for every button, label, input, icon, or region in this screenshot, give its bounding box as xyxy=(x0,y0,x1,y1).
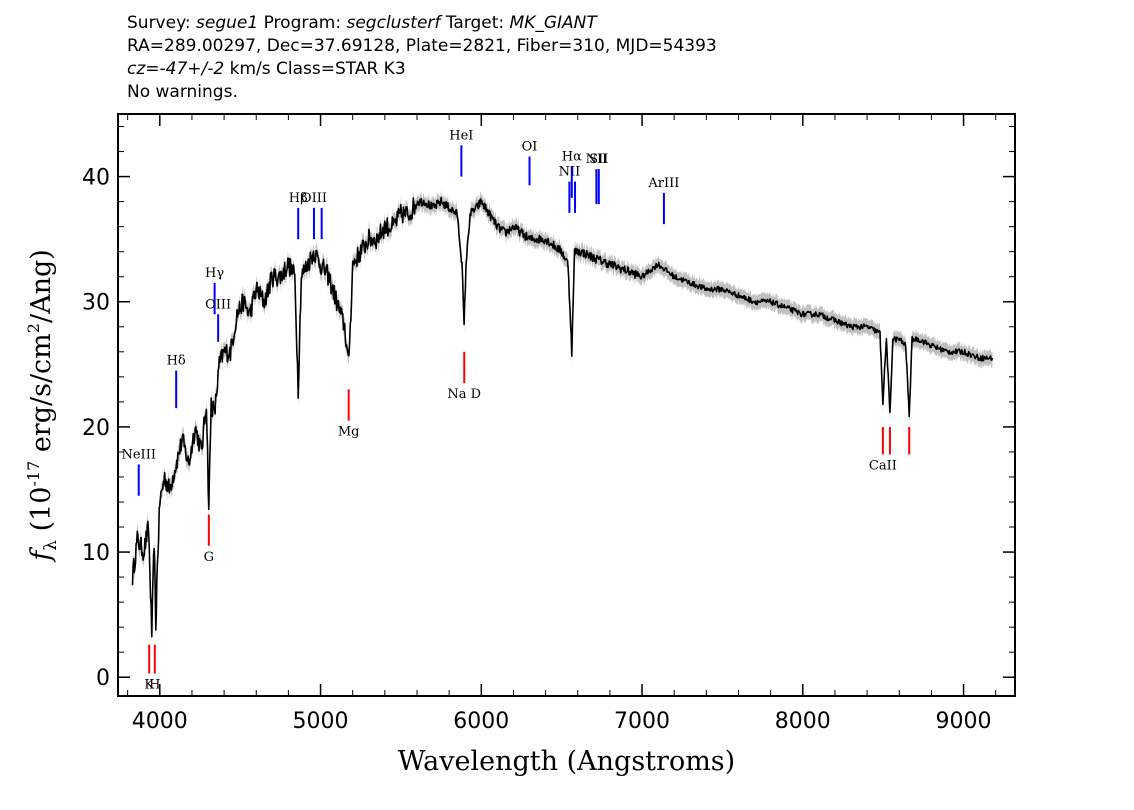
class-text: km/s Class=STAR K3 xyxy=(224,59,406,79)
cz-value: -47+/-2 xyxy=(159,59,225,79)
y-axis-title: fλ (10-17 erg/s/cm2/Ang) xyxy=(24,249,61,563)
absorption-label: K xyxy=(144,677,154,692)
error-band xyxy=(132,190,993,645)
header-line-survey: Survey: segue1 Program: segclusterf Targ… xyxy=(127,12,717,35)
survey-value: segue1 xyxy=(196,13,259,33)
absorption-label: Na D xyxy=(447,387,481,402)
emission-label: SII xyxy=(589,152,608,167)
emission-label: Hδ xyxy=(167,354,186,369)
header-line-redshift: cz=-47+/-2 km/s Class=STAR K3 xyxy=(127,58,717,81)
absorption-label: CaII xyxy=(869,458,897,473)
emission-label: OIII xyxy=(301,191,327,206)
program-label: Program: xyxy=(263,13,342,33)
emission-label: Hα xyxy=(562,150,582,165)
absorption-label: Mg xyxy=(338,425,360,440)
y-tick-label: 30 xyxy=(82,291,110,316)
emission-label: OIII xyxy=(205,297,231,312)
x-tick-label: 4000 xyxy=(132,709,188,734)
x-tick-label: 6000 xyxy=(453,709,509,734)
emission-label: Hβ xyxy=(289,191,308,206)
target-label: Target: xyxy=(445,13,505,33)
header-line-warnings: No warnings. xyxy=(127,82,238,102)
y-tick-label: 0 xyxy=(96,666,110,691)
plot-frame xyxy=(117,113,1016,697)
x-tick-label: 7000 xyxy=(614,709,670,734)
y-tick-label: 10 xyxy=(82,541,110,566)
absorption-label: H xyxy=(149,677,160,692)
emission-label: Hγ xyxy=(205,266,224,281)
cz-label: cz= xyxy=(127,59,160,79)
y-tick-label: 20 xyxy=(82,416,110,441)
emission-label: ArIII xyxy=(647,176,679,191)
x-axis-title: Wavelength (Angstroms) xyxy=(398,746,735,777)
absorption-label: G xyxy=(204,550,214,565)
x-tick-label: 8000 xyxy=(775,709,831,734)
emission-label: NeIII xyxy=(121,447,155,462)
emission-label: OI xyxy=(522,140,538,155)
emission-label: NII xyxy=(586,152,608,167)
survey-label: Survey: xyxy=(127,13,191,33)
error-band-area xyxy=(132,190,993,645)
emission-label: NII xyxy=(559,165,581,180)
program-value: segclusterf xyxy=(346,13,441,33)
emission-label: HeI xyxy=(449,128,473,143)
axis-ticks: 4000 5000 6000 7000 8000 9000 0 10 20 30 40 xyxy=(82,114,1015,734)
spectrum-series xyxy=(131,196,994,638)
x-tick-label: 5000 xyxy=(293,709,349,734)
x-tick-label: 9000 xyxy=(936,709,992,734)
spectrum-header: Survey: segue1 Program: segclusterf Targ… xyxy=(127,12,717,104)
spectrum-line xyxy=(131,196,994,638)
target-value: MK_GIANT xyxy=(509,13,597,33)
y-tick-label: 40 xyxy=(82,166,110,191)
header-line-coordinates: RA=289.00297, Dec=37.69128, Plate=2821, … xyxy=(127,36,717,56)
